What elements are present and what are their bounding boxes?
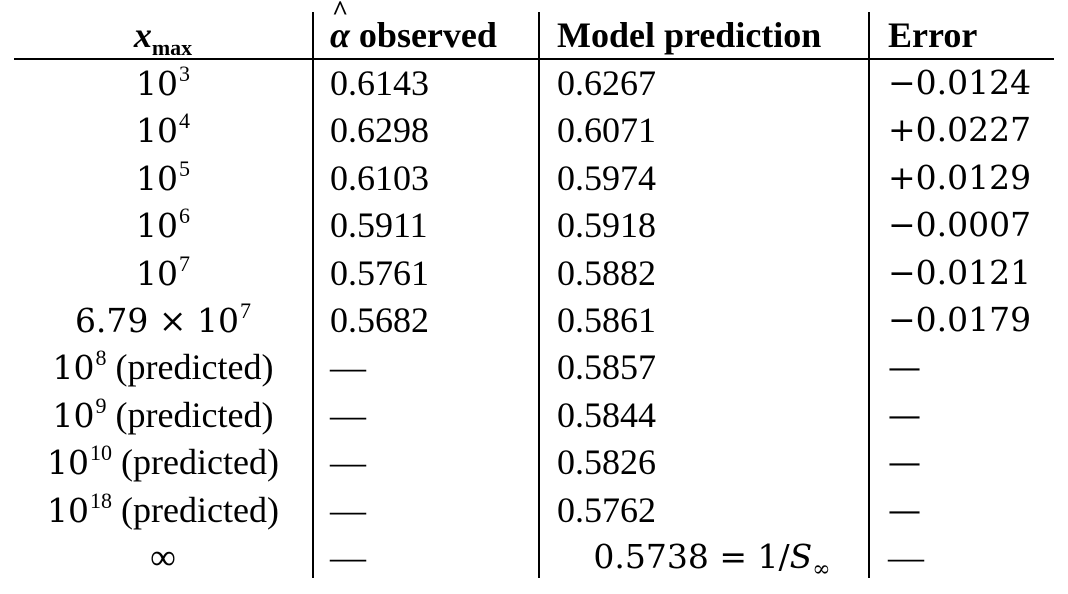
error-cell: −0.0124 xyxy=(888,63,1032,102)
observed-cell: 0.6143 xyxy=(330,63,429,103)
xmax-cell: 106 xyxy=(14,202,312,248)
error-cell: −0.0121 xyxy=(888,253,1032,292)
error-cell: +0.0227 xyxy=(888,110,1032,149)
xmax-cell: 1010 (predicted) xyxy=(14,439,312,485)
last-row-model-prefix: 0.5738 = 1/ xyxy=(593,537,790,576)
header-model-prediction: Model prediction xyxy=(557,15,822,55)
observed-cell: 0.5911 xyxy=(330,205,428,245)
observed-cell: 0.5682 xyxy=(330,300,429,340)
xmax-base: 10 xyxy=(52,348,95,387)
xmax-base: 10 xyxy=(136,159,178,198)
xmax-cell: 103 xyxy=(14,60,312,106)
xmax-base: 10 xyxy=(47,443,90,482)
xmax-exponent: 8 xyxy=(95,345,107,370)
xmax-cell: 1018 (predicted) xyxy=(14,487,312,533)
header-rule xyxy=(14,58,1054,60)
xmax-cell: 109 (predicted) xyxy=(14,392,312,438)
model-cell: 0.6267 xyxy=(557,63,656,103)
model-cell: 0.5826 xyxy=(557,442,656,482)
xmax-base: 10 xyxy=(136,206,178,245)
xmax-base: 10 xyxy=(136,64,178,103)
header-alpha-observed: ^ α observed xyxy=(330,0,536,58)
header-alpha-hat: ^ xyxy=(332,0,349,27)
xmax-cell: 108 (predicted) xyxy=(14,344,312,390)
header-alpha-rest: observed xyxy=(349,15,497,55)
xmax-exponent: 5 xyxy=(179,156,190,181)
model-cell: 0.5861 xyxy=(557,300,656,340)
xmax-base: 10 xyxy=(52,396,95,435)
xmax-suffix: (predicted) xyxy=(106,347,274,387)
error-cell: +0.0129 xyxy=(888,158,1032,197)
header-error: Error xyxy=(888,15,978,55)
xmax-base: 10 xyxy=(136,111,178,150)
error-cell: −0.0179 xyxy=(888,300,1032,339)
error-cell: — xyxy=(888,442,921,481)
xmax-base: 10 xyxy=(47,491,90,530)
column-divider-1 xyxy=(312,12,314,578)
xmax-cell: 104 xyxy=(14,107,312,153)
observed-cell: — xyxy=(330,395,366,435)
xmax-exponent: 4 xyxy=(179,108,190,133)
error-cell: — xyxy=(888,347,921,386)
header-xmax-var: x xyxy=(133,15,152,55)
header-xmax: xmax xyxy=(14,12,312,60)
model-cell: 0.5918 xyxy=(557,205,656,245)
model-cell: 0.5844 xyxy=(557,395,656,435)
xmax-exponent: 3 xyxy=(179,61,190,86)
last-row-error: — xyxy=(888,537,924,577)
observed-cell: — xyxy=(330,442,366,482)
xmax-suffix: (predicted) xyxy=(106,395,274,435)
xmax-cell: 107 xyxy=(14,250,312,296)
error-cell: — xyxy=(888,490,921,529)
xmax-exponent: 18 xyxy=(90,488,113,513)
last-row-model-sub: ∞ xyxy=(812,557,831,582)
xmax-exponent: 7 xyxy=(240,298,252,323)
model-cell: 0.5974 xyxy=(557,158,656,198)
observed-cell: — xyxy=(330,490,366,530)
error-cell: — xyxy=(888,395,921,434)
xmax-exponent: 6 xyxy=(179,203,190,228)
xmax-base: 6.79 × 10 xyxy=(74,301,240,340)
last-row-observed: — xyxy=(330,537,366,577)
model-cell: 0.5762 xyxy=(557,490,656,530)
xmax-exponent: 9 xyxy=(95,393,107,418)
error-cell: −0.0007 xyxy=(888,205,1032,244)
column-divider-3 xyxy=(868,12,870,578)
header-xmax-sub: max xyxy=(151,35,193,60)
observed-cell: 0.6103 xyxy=(330,158,429,198)
header-alpha-letter: α xyxy=(330,15,350,55)
xmax-cell: 6.79 × 107 xyxy=(14,297,312,343)
xmax-exponent: 7 xyxy=(179,251,190,276)
xmax-base: 10 xyxy=(136,254,178,293)
xmax-cell: 105 xyxy=(14,155,312,201)
xmax-suffix: (predicted) xyxy=(112,442,279,482)
xmax-suffix: (predicted) xyxy=(112,490,279,530)
model-cell: 0.6071 xyxy=(557,110,656,150)
column-divider-2 xyxy=(538,12,540,578)
observed-cell: 0.6298 xyxy=(330,110,429,150)
model-cell: 0.5857 xyxy=(557,347,656,387)
observed-cell: — xyxy=(330,347,366,387)
xmax-exponent: 10 xyxy=(90,440,113,465)
header-alpha-symbol: ^ α xyxy=(330,0,350,58)
observed-cell: 0.5761 xyxy=(330,253,429,293)
last-row-model-var: S xyxy=(789,537,813,576)
model-cell: 0.5882 xyxy=(557,253,656,293)
last-row-xmax: ∞ xyxy=(150,537,176,577)
last-row-model: 0.5738 = 1/S∞ xyxy=(557,534,867,582)
